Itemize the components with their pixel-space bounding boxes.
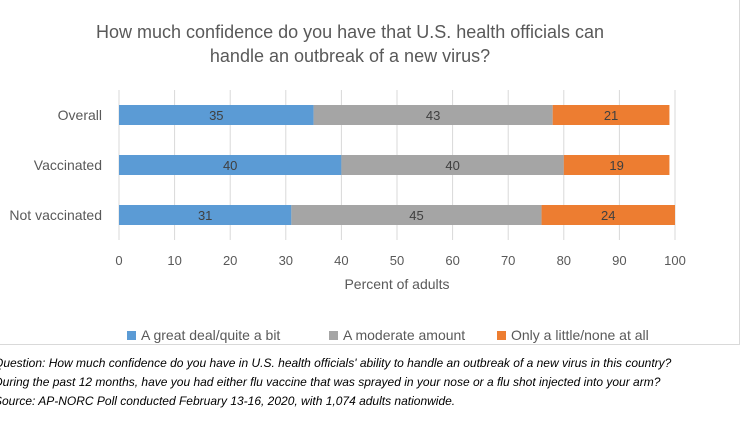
category-label-2: Not vaccinated: [9, 207, 102, 223]
chart-title: How much confidence do you have that U.S…: [40, 20, 660, 68]
footnote-vaccination: During the past 12 months, have you had …: [0, 375, 661, 389]
bar-value-label-1-2: 19: [609, 158, 623, 173]
legend-item-moderate: A moderate amount: [329, 327, 465, 343]
chart-frame: [0, 0, 740, 345]
x-tick-label-100: 100: [664, 253, 686, 268]
chart-title-line-2: handle an outbreak of a new virus?: [209, 46, 491, 66]
bar-2-series-2: [541, 205, 675, 225]
bar-value-label-2-1: 45: [409, 208, 423, 223]
footnote-question: Question: How much confidence do you hav…: [0, 356, 672, 370]
legend-swatch-moderate: [329, 330, 338, 340]
legend-swatch-great-deal: [127, 330, 136, 340]
bar-value-label-0-0: 35: [209, 108, 223, 123]
bar-value-label-2-2: 24: [601, 208, 615, 223]
x-axis-title: Percent of adults: [344, 276, 449, 292]
bar-0-series-0: [119, 105, 314, 125]
bar-1-series-1: [341, 155, 564, 175]
bar-value-label-1-1: 40: [445, 158, 459, 173]
legend-item-great-deal: A great deal/quite a bit: [127, 327, 280, 343]
x-tick-label-40: 40: [334, 253, 348, 268]
legend-label-little-none: Only a little/none at all: [511, 327, 649, 343]
category-label-1: Vaccinated: [34, 157, 102, 173]
bar-2-series-1: [291, 205, 542, 225]
x-tick-label-0: 0: [115, 253, 122, 268]
footnote-source: Source: AP-NORC Poll conducted February …: [0, 394, 456, 408]
legend-item-little-none: Only a little/none at all: [497, 327, 649, 343]
x-tick-label-10: 10: [167, 253, 181, 268]
bar-0-series-1: [313, 105, 553, 125]
legend-label-moderate: A moderate amount: [343, 327, 466, 343]
legend-swatch-little-none: [497, 330, 506, 340]
bar-2-series-0: [119, 205, 292, 225]
x-tick-label-60: 60: [445, 253, 459, 268]
bar-1-series-2: [563, 155, 670, 175]
bar-0-series-2: [552, 105, 670, 125]
x-tick-label-90: 90: [612, 253, 626, 268]
legend-label-great-deal: A great deal/quite a bit: [141, 327, 281, 343]
stacked-bar-chart: 0 10 20 30 40 50 60 70 80 90 100 Percent of adults O…: [9, 90, 686, 292]
bar-value-label-1-0: 40: [223, 158, 237, 173]
x-tick-label-50: 50: [390, 253, 404, 268]
bar-value-label-2-0: 31: [198, 208, 212, 223]
x-tick-label-70: 70: [501, 253, 515, 268]
category-label-0: Overall: [58, 107, 102, 123]
x-tick-label-20: 20: [223, 253, 237, 268]
bar-value-label-0-1: 43: [426, 108, 440, 123]
bar-value-label-0-2: 21: [604, 108, 618, 123]
chart-legend: A great deal/quite a bit A moderate amou…: [0, 327, 740, 347]
x-tick-label-80: 80: [557, 253, 571, 268]
footnotes: Question: How much confidence do you hav…: [0, 354, 747, 411]
chart-title-line-1: How much confidence do you have that U.S…: [96, 22, 604, 42]
bar-1-series-0: [119, 155, 342, 175]
x-tick-label-30: 30: [279, 253, 293, 268]
